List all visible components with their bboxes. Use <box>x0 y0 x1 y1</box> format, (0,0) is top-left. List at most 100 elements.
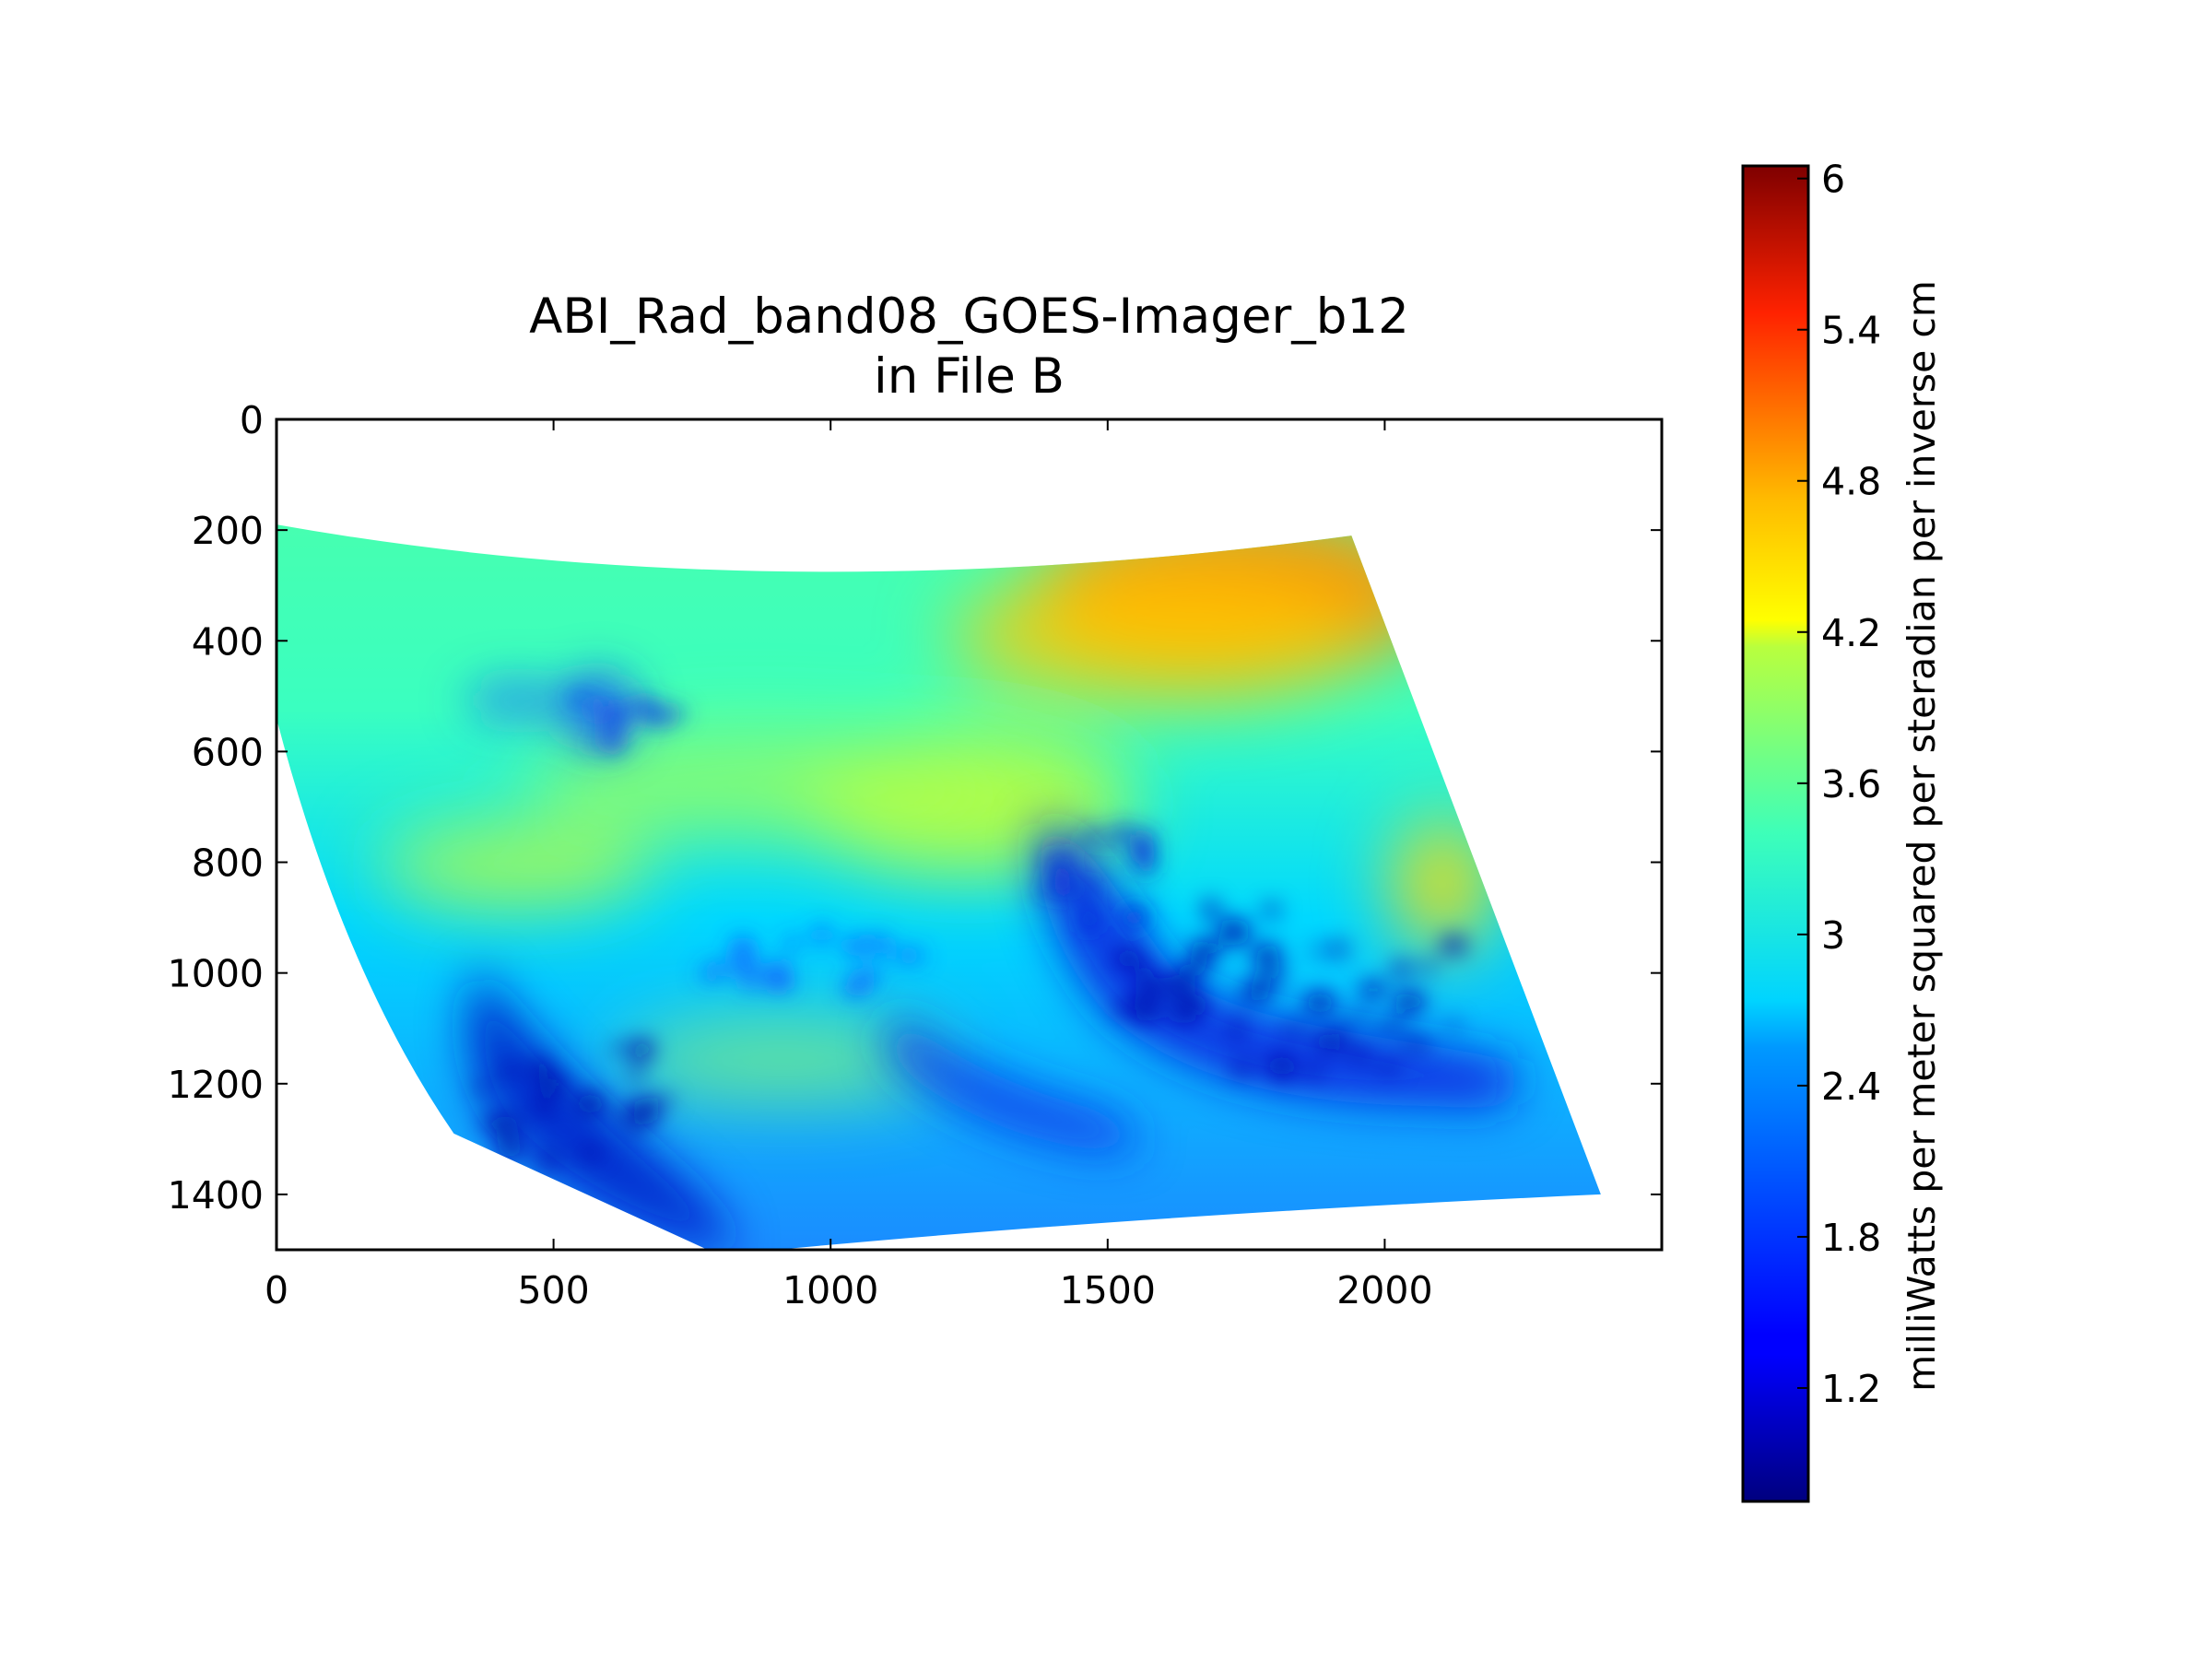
x-tick-label: 0 <box>265 1268 288 1312</box>
cloud-speck <box>1395 991 1418 1014</box>
cloud-speck <box>566 692 596 702</box>
cloud-speck <box>1230 1061 1254 1076</box>
cloud-speck <box>1347 1013 1370 1022</box>
cloud-speck <box>1202 900 1219 920</box>
cloud-speck <box>496 1137 524 1159</box>
cloud-speck <box>732 937 754 958</box>
colorbar-tick-label: 3 <box>1821 913 1845 958</box>
cloud-speck <box>854 971 883 980</box>
cloud-speck <box>1053 865 1072 877</box>
colorbar-frame <box>1741 164 1810 1503</box>
colorbar-tick-label: 3.6 <box>1821 762 1881 806</box>
cloud-speck <box>697 970 725 979</box>
x-tick-label: 1500 <box>1060 1268 1156 1312</box>
colorbar-gradient <box>1743 166 1808 1501</box>
cloud-speck <box>1353 1044 1370 1064</box>
cloud-speck <box>1114 947 1140 968</box>
cloud-speck <box>630 1039 654 1060</box>
cloud-speck <box>1122 906 1147 929</box>
y-tick-label: 800 <box>192 841 264 886</box>
y-tick-label: 1000 <box>168 952 264 996</box>
cloud-speck <box>1083 828 1100 845</box>
cloud-speck <box>1112 824 1135 841</box>
cloud-speck <box>616 1107 631 1120</box>
colorbar-tick-label: 1.2 <box>1821 1367 1881 1411</box>
colorbar-tick-label: 4.2 <box>1821 611 1881 655</box>
cloud-speck <box>764 963 788 974</box>
colorbar-tick-label: 4.8 <box>1821 460 1881 504</box>
cloud-speck <box>628 1105 651 1121</box>
cloud-speck <box>1359 981 1386 999</box>
y-tick-label: 600 <box>192 730 264 774</box>
y-tick-label: 1200 <box>168 1063 264 1107</box>
cloud-speck <box>1422 960 1435 974</box>
cloud-speck <box>584 740 597 749</box>
cloud-speck <box>1135 830 1156 852</box>
cloud-speck <box>1263 903 1280 917</box>
cloud-speck <box>533 1100 556 1113</box>
colorbar-label: milliWatts per meter squared per steradi… <box>1900 280 1944 1392</box>
cloud-speck <box>1279 1025 1308 1035</box>
cloud-speck <box>1378 1060 1400 1072</box>
cloud-speck <box>628 1067 645 1079</box>
colorbar-ticks: 1.2 1.8 2.4 3 3.6 4.2 4.8 5.4 6 <box>1797 158 1881 1411</box>
cloud-speck <box>1185 994 1209 1017</box>
cloud-speck <box>1373 1021 1406 1033</box>
cloud-specks <box>474 692 1468 1169</box>
cloud-speck <box>1170 1012 1196 1024</box>
y-tick-label: 400 <box>192 619 264 664</box>
cloud-speck <box>786 935 798 951</box>
cloud-speck <box>745 965 757 980</box>
chart-title-line-1: ABI_Rad_band08_GOES-Imager_b12 <box>529 288 1409 345</box>
cloud-speck <box>1112 1001 1144 1015</box>
cloud-speck <box>1081 915 1096 935</box>
cloud-speck <box>499 1065 521 1075</box>
cloud-speck <box>1060 890 1081 900</box>
cloud-speck <box>1446 1020 1460 1030</box>
x-axis: 0 500 1000 1500 2000 <box>265 419 1433 1312</box>
cloud-speck <box>1230 1018 1244 1040</box>
cloud-speck <box>628 698 660 716</box>
cloud-speck <box>1042 856 1057 870</box>
swath-image <box>276 524 1601 1250</box>
cloud-speck <box>1221 926 1250 946</box>
cloud-speck <box>1253 959 1274 970</box>
cloud-speck <box>1053 874 1074 889</box>
cloud-speck <box>893 949 925 961</box>
colorbar-tick-label: 5.4 <box>1821 309 1881 353</box>
cloud-speck <box>537 1152 559 1169</box>
cloud-speck <box>1329 942 1348 957</box>
cloud-speck <box>1391 961 1413 977</box>
cloud-speck <box>1191 940 1205 963</box>
cloud-speck <box>1142 997 1161 1019</box>
cloud-speck <box>628 1120 642 1135</box>
y-axis: 0 200 400 600 800 1000 1200 1400 <box>168 398 1662 1218</box>
cloud-speck <box>763 972 794 991</box>
cloud-speck <box>1058 850 1072 860</box>
cloud-speck <box>1085 878 1098 898</box>
cloud-speck <box>609 1044 633 1053</box>
cloud-speck <box>1311 947 1326 955</box>
axes-frame <box>275 418 1664 1252</box>
colorbar-tick-label: 2.4 <box>1821 1065 1881 1109</box>
cloud-speck <box>1164 973 1195 993</box>
cloud-speck <box>741 976 756 991</box>
y-tick-label: 0 <box>240 398 264 442</box>
cloud-speck <box>1335 1023 1347 1041</box>
y-tick-label: 1400 <box>168 1173 264 1218</box>
cloud-speck <box>1249 947 1277 959</box>
cloud-speck <box>1128 846 1158 865</box>
cloud-speck <box>1033 887 1065 896</box>
cloud-speck <box>538 1076 566 1094</box>
colorbar: 1.2 1.8 2.4 3 3.6 4.2 4.8 5.4 6 milliWatts per m… <box>1741 158 1944 1503</box>
x-tick-label: 2000 <box>1336 1268 1432 1312</box>
chart-title-line-2: in File B <box>873 348 1065 405</box>
y-tick-label: 200 <box>192 509 264 553</box>
cloud-speck <box>1265 1054 1297 1077</box>
cloud-speck <box>601 728 615 744</box>
cloud-speck <box>1440 936 1468 954</box>
cloud-speck <box>1313 1032 1340 1052</box>
x-tick-label: 500 <box>517 1268 589 1312</box>
